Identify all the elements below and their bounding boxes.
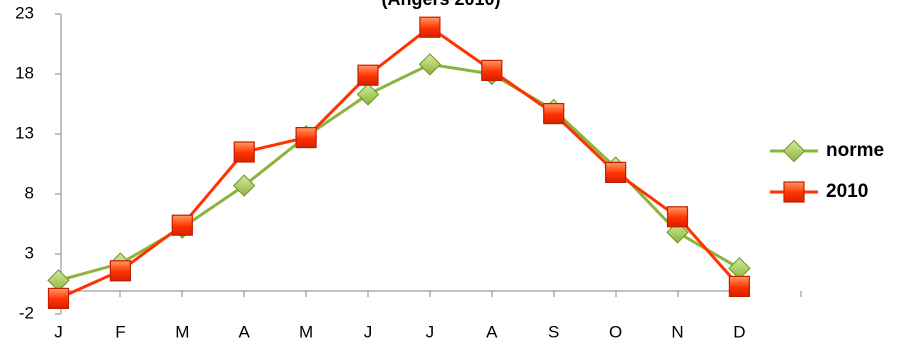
x-tick-label: M: [175, 322, 189, 341]
series-line-norme: [58, 62, 741, 282]
y-tick-label: -2: [19, 303, 34, 322]
axes: [60, 14, 740, 314]
x-tick-label: A: [486, 322, 498, 341]
data-point-norme: [356, 83, 380, 106]
series-line-2010: [57, 25, 741, 300]
data-point-2010: [666, 206, 689, 228]
data-point-2010: [419, 16, 441, 38]
data-point-2010: [171, 214, 193, 236]
legend-label: 2010: [826, 181, 868, 202]
x-tick-label: N: [671, 322, 683, 341]
data-point-2010: [47, 287, 70, 309]
data-point-norme: [728, 257, 751, 280]
x-tick-label: J: [54, 322, 63, 341]
series-norme: [47, 53, 751, 292]
series-layer: [47, 16, 751, 309]
series-2010: [47, 16, 751, 309]
data-point-2010: [233, 141, 255, 163]
data-point-2010: [543, 102, 565, 125]
y-tick-label: 8: [25, 183, 34, 202]
x-tick-label: D: [733, 322, 745, 341]
y-tick-label: 18: [15, 63, 34, 82]
data-point-2010: [728, 275, 751, 297]
y-tick-label: 13: [15, 123, 34, 142]
data-point-norme: [418, 53, 442, 76]
x-tick-label: O: [609, 322, 622, 341]
x-tick-label: S: [548, 322, 559, 341]
legend-marker: [782, 139, 806, 163]
legend-label: norme: [826, 140, 884, 161]
legend-item-2010: 2010: [770, 181, 868, 203]
y-tick-label: 23: [15, 3, 34, 22]
data-point-2010: [357, 64, 379, 86]
x-tick-label: J: [364, 322, 373, 341]
chart-title: (Angers 2010): [381, 0, 500, 9]
data-point-2010: [481, 59, 503, 82]
data-point-norme: [232, 174, 256, 197]
x-tick-label: F: [115, 322, 125, 341]
data-point-2010: [109, 260, 132, 282]
data-point-2010: [604, 161, 627, 183]
x-tick-label: M: [299, 322, 313, 341]
legend-marker: [783, 181, 805, 203]
legend: norme 2010: [770, 139, 884, 203]
data-point-2010: [295, 126, 317, 149]
y-tick-label: 3: [25, 243, 34, 262]
legend-item-norme: norme: [770, 139, 884, 163]
y-axis-ticks: 23 18 13 8 3 -2: [15, 3, 61, 322]
x-tick-label: J: [426, 322, 435, 341]
x-tick-label: A: [239, 322, 251, 341]
data-point-norme: [47, 269, 70, 292]
